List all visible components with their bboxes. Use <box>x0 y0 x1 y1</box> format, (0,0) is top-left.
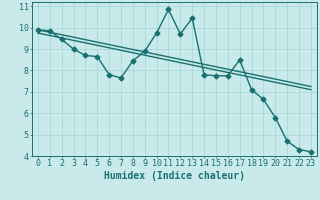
X-axis label: Humidex (Indice chaleur): Humidex (Indice chaleur) <box>104 171 245 181</box>
